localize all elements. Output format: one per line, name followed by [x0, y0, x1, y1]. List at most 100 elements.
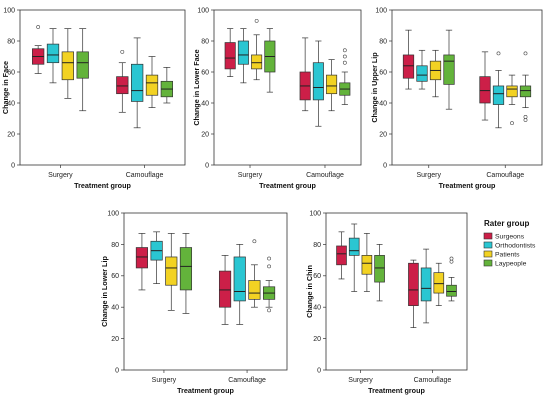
box-patients-surgery [61, 28, 74, 99]
y-tick-label: 60 [111, 273, 119, 280]
box-orthodontists-surgery [348, 223, 360, 292]
box-patients-surgery [429, 49, 442, 98]
x-tick-label: Camouflage [126, 172, 164, 179]
box-iqr [416, 65, 428, 82]
x-axis-title: Treatment group [259, 181, 316, 190]
box-iqr [326, 74, 338, 95]
y-axis-title: Change in Chin [305, 265, 314, 318]
box-iqr [443, 54, 455, 85]
y-tick-label: 20 [313, 336, 321, 343]
chart-panel: 0 20 40 60 80 100 Surgery Camouflage Treatment g… [100, 210, 288, 395]
box-iqr [46, 43, 60, 64]
box-orthodontists-camouflage [233, 244, 246, 325]
y-tick-label: 40 [111, 305, 119, 312]
box-iqr [145, 74, 159, 96]
box-iqr [479, 76, 491, 104]
box-orthodontists-camouflage [420, 248, 432, 324]
plot-frame [123, 212, 288, 371]
outlier-point [252, 239, 257, 244]
x-tick-label: Surgery [348, 377, 373, 384]
y-tick-label: 20 [379, 131, 387, 138]
chart-panel: 0 20 40 60 80 100 Surgery Camouflage Treatment g… [192, 7, 362, 190]
legend-title: Rater group [484, 219, 529, 228]
plot-frame [325, 212, 468, 371]
outlier-point [342, 48, 347, 53]
x-axis-title: Treatment group [74, 181, 131, 190]
outlier-point [496, 51, 501, 56]
box-surgeons-surgery [135, 233, 149, 291]
box-surgeons-surgery [32, 25, 45, 74]
y-axis-title: Change in Lower Face [192, 49, 201, 125]
box-laypeople-surgery [443, 29, 455, 110]
outlier-point [267, 256, 271, 261]
box-iqr [61, 51, 74, 81]
box-iqr [519, 85, 532, 98]
x-tick-label: Surgery [238, 172, 263, 179]
y-tick-label: 40 [201, 100, 209, 107]
box-surgeons-camouflage [479, 51, 491, 121]
box-surgeons-surgery [402, 29, 415, 90]
box-surgeons-surgery [224, 28, 236, 78]
outlier-point [342, 54, 347, 59]
box-iqr [179, 247, 193, 291]
box-surgeons-camouflage [218, 255, 232, 325]
outlier-point [510, 121, 514, 126]
outlier-point [254, 18, 259, 23]
box-iqr [402, 54, 415, 79]
legend-entry: Laypeople [495, 261, 527, 268]
box-surgeons-camouflage [408, 259, 419, 328]
x-tick-label: Surgery [152, 377, 177, 384]
legend-swatch [483, 250, 493, 258]
x-axis-title: Treatment group [177, 386, 234, 395]
box-iqr [135, 247, 149, 269]
x-tick-label: Surgery [416, 172, 441, 179]
legend-entry: Orthodontists [495, 243, 536, 250]
y-tick-label: 0 [383, 162, 387, 169]
box-iqr [312, 62, 324, 101]
legend-swatch [483, 241, 493, 249]
outlier-point [449, 259, 454, 264]
legend-swatch [483, 259, 493, 267]
box-iqr [374, 255, 385, 283]
box-laypeople-camouflage [446, 256, 457, 302]
box-laypeople-camouflage [262, 256, 276, 313]
x-tick-label: Camouflage [306, 172, 344, 179]
outlier-point [523, 115, 528, 119]
y-tick-label: 0 [205, 162, 209, 169]
plot-frame [391, 9, 543, 166]
x-tick-label: Surgery [48, 172, 73, 179]
y-tick-label: 100 [309, 210, 321, 217]
box-iqr [218, 270, 232, 308]
box-orthodontists-surgery [46, 28, 60, 84]
box-laypeople-camouflage [160, 66, 173, 104]
x-tick-label: Camouflage [486, 172, 524, 179]
box-patients-camouflage [248, 239, 261, 308]
box-iqr [492, 85, 505, 105]
y-tick-label: 80 [111, 242, 119, 249]
box-laypeople-surgery [179, 233, 193, 314]
box-surgeons-camouflage [116, 49, 129, 113]
x-axis-title: Treatment group [368, 386, 425, 395]
box-iqr [446, 284, 457, 297]
y-tick-label: 60 [379, 69, 387, 76]
y-tick-label: 40 [313, 305, 321, 312]
y-axis-title: Change in Face [1, 61, 10, 114]
chart-panel: 0 20 40 60 80 100 Surgery Camouflage Treatment g… [370, 7, 543, 190]
legend-entry: Surgeons [495, 234, 525, 241]
box-patients-camouflage [433, 262, 445, 306]
y-tick-label: 100 [197, 7, 209, 14]
box-iqr [336, 245, 347, 266]
box-patients-camouflage [145, 56, 159, 109]
box-iqr [233, 256, 246, 302]
outlier-point [267, 264, 271, 269]
box-iqr [165, 256, 178, 286]
outlier-point [523, 118, 528, 122]
chart-panel: 0 20 40 60 80 100 Surgery Camouflage Treatment g… [1, 7, 186, 190]
y-axis-title: Change in Upper Lip [370, 52, 379, 123]
box-iqr [420, 267, 432, 302]
y-tick-label: 80 [313, 242, 321, 249]
y-tick-label: 100 [3, 7, 15, 14]
box-laypeople-camouflage [519, 51, 532, 122]
box-patients-surgery [361, 233, 373, 292]
